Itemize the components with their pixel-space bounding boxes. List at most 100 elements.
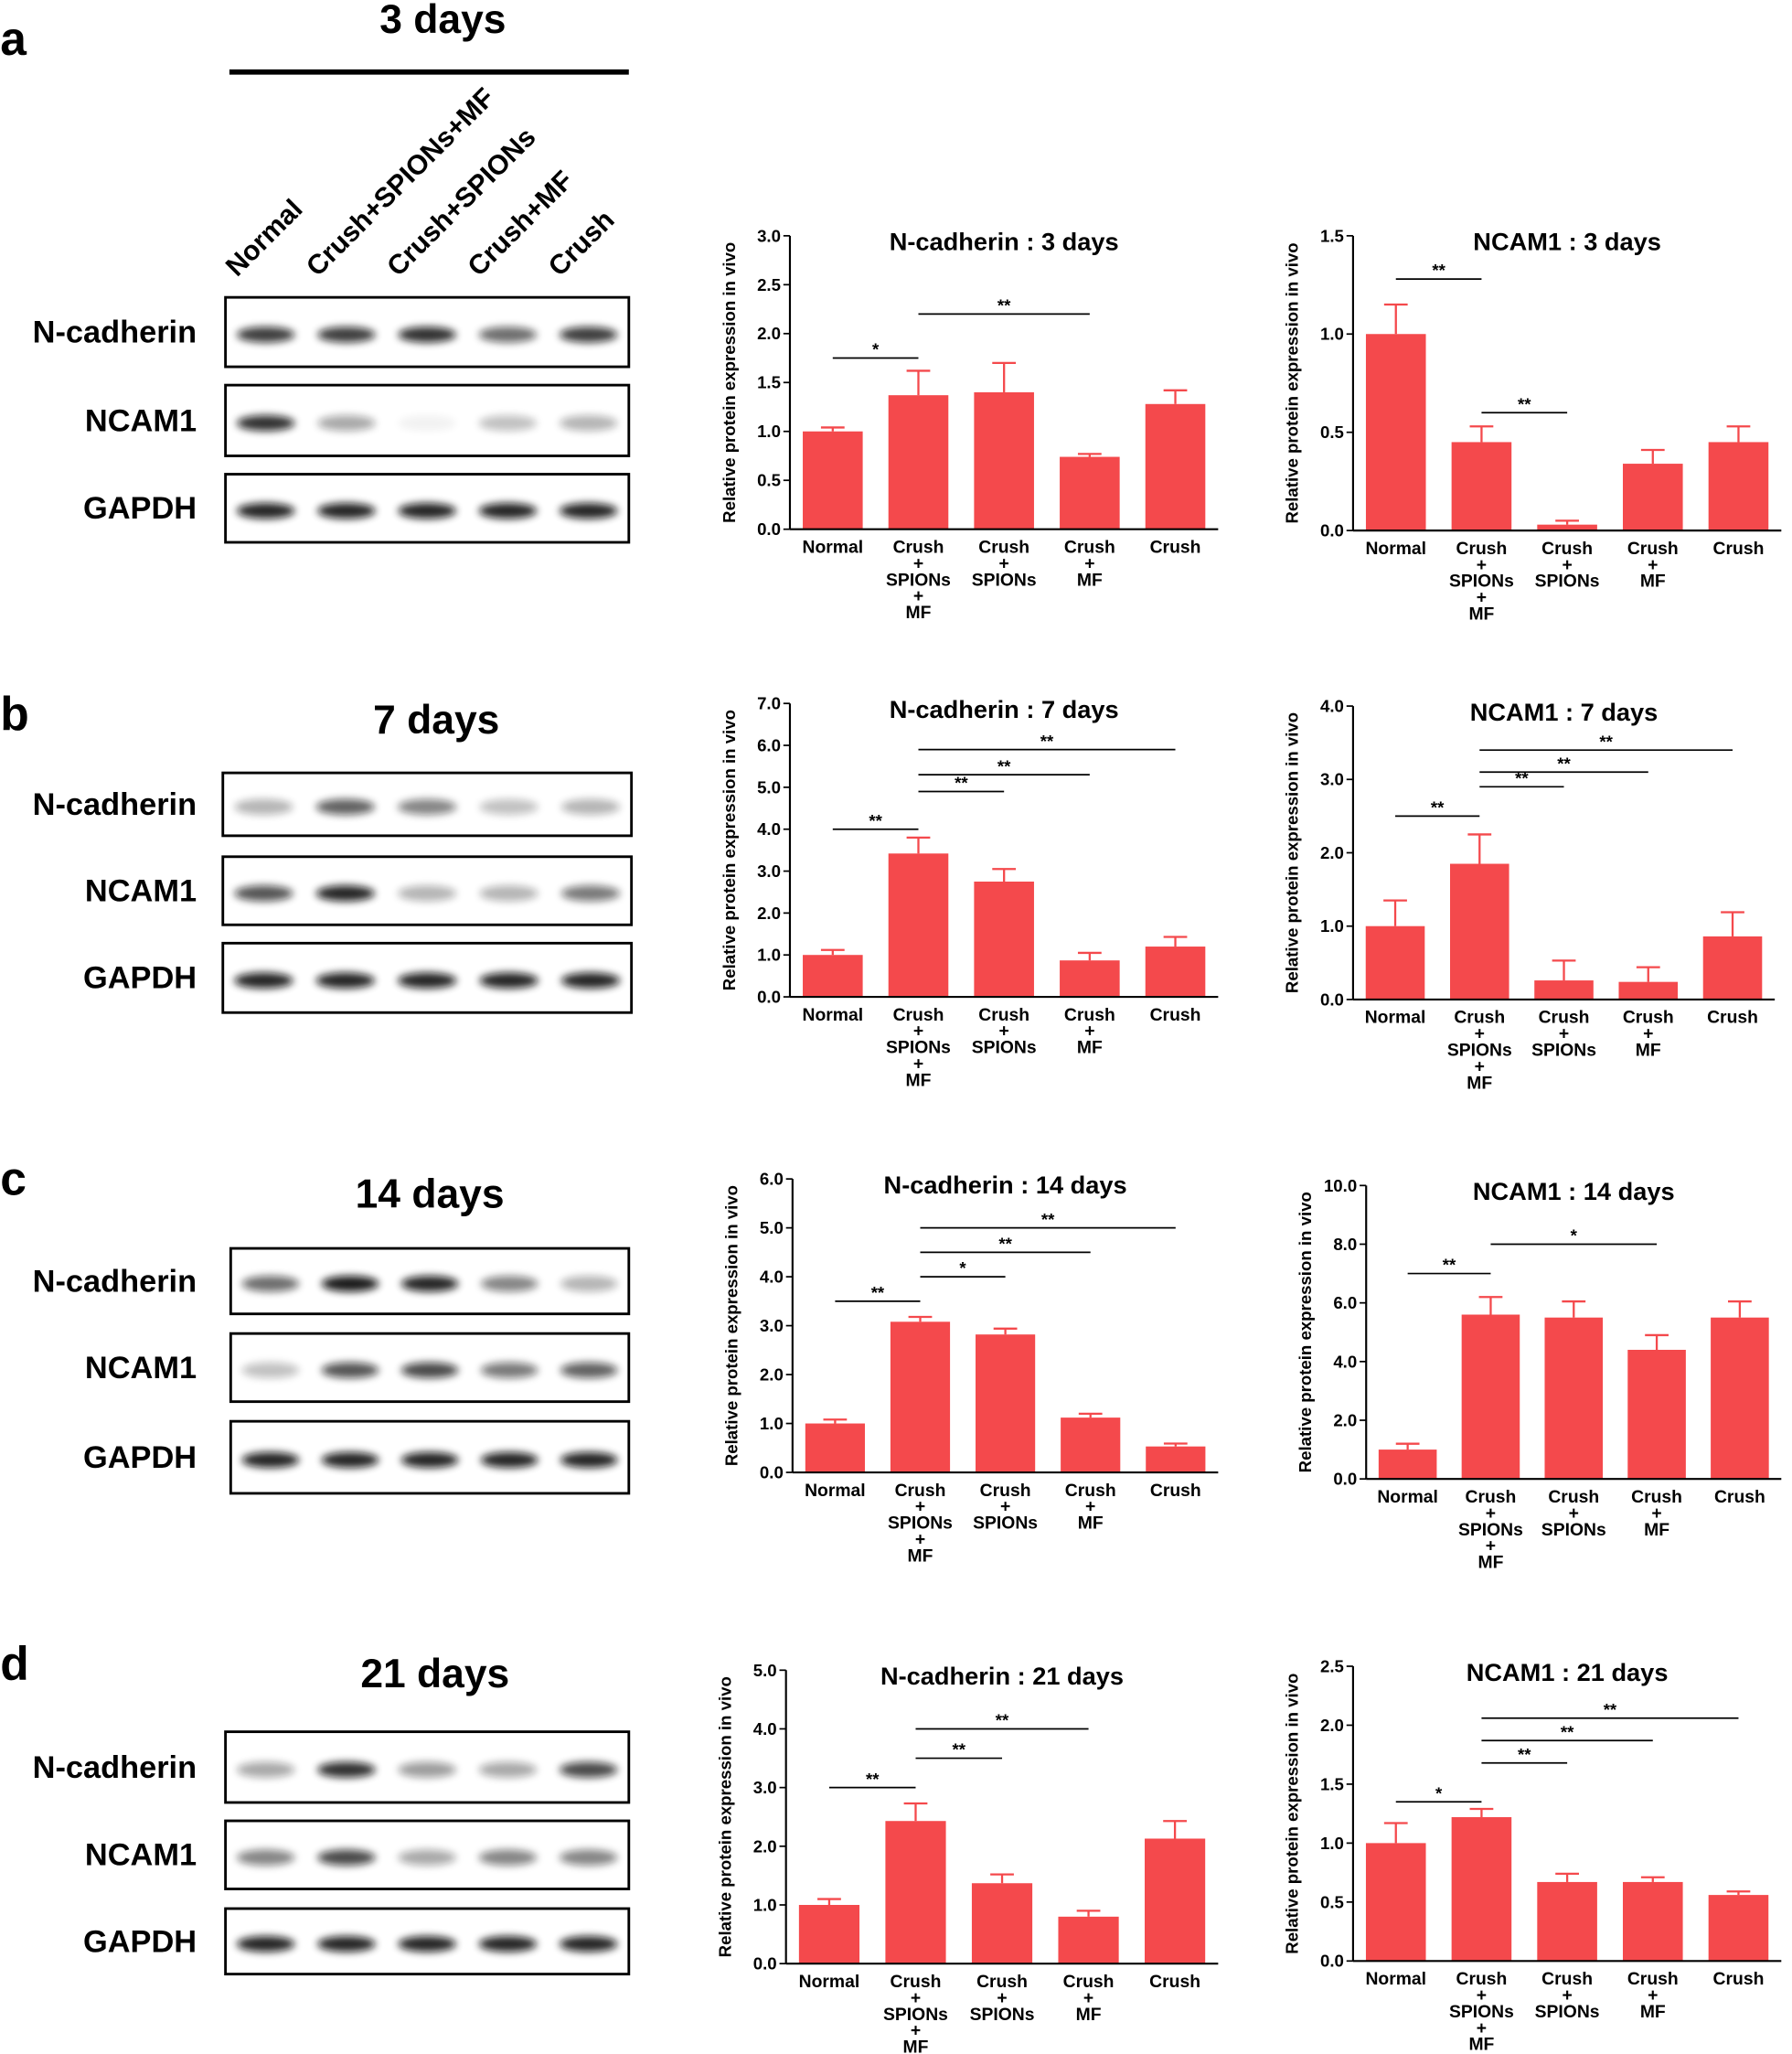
- x-tick-label: Crush + MF: [1065, 1482, 1116, 1534]
- blot-band: [236, 1936, 295, 1952]
- blot-band: [478, 503, 538, 519]
- x-tick-label: Crush: [1149, 1973, 1200, 1992]
- chart-title: N-cadherin : 7 days: [890, 695, 1119, 723]
- blot-title: 21 days: [360, 1652, 509, 1696]
- bar: [1145, 403, 1206, 530]
- blot-band: [478, 1849, 538, 1866]
- blot-band: [560, 1276, 618, 1292]
- bar: [1060, 960, 1120, 998]
- chart-title: NCAM1 : 14 days: [1473, 1177, 1675, 1205]
- x-tick-label: Crush + MF: [1631, 1488, 1682, 1540]
- error-bar: [817, 1898, 841, 1905]
- blot-band: [398, 1849, 456, 1866]
- bar: [1622, 464, 1683, 531]
- x-tick-label: Crush: [1707, 1009, 1758, 1028]
- x-tick-label: Crush + SPIONs: [972, 538, 1037, 590]
- error-bar: [992, 361, 1017, 392]
- x-tick-label: Crush + MF: [1627, 1970, 1679, 2022]
- significance-label: *: [1435, 1783, 1443, 1803]
- significance-label: **: [997, 296, 1011, 316]
- y-tick-label: 0.0: [1320, 1952, 1344, 1971]
- significance-label: **: [996, 1711, 1009, 1730]
- significance-label: **: [869, 811, 882, 830]
- x-tick-label: Crush + SPIONs: [973, 1482, 1038, 1534]
- bar: [888, 395, 949, 530]
- error-bar: [1163, 389, 1188, 404]
- error-bar: [1077, 453, 1102, 457]
- significance-label: **: [953, 1740, 966, 1760]
- blot-band: [317, 503, 376, 519]
- blot-band: [398, 1936, 456, 1952]
- x-tick-label: Crush + MF: [1627, 540, 1679, 592]
- protein-label: NCAM1: [85, 403, 197, 438]
- significance-label: **: [1518, 394, 1531, 413]
- significance-label: *: [1571, 1226, 1578, 1246]
- x-tick-label: Crush + SPIONs + MF: [886, 1006, 951, 1091]
- error-bar: [1555, 1872, 1579, 1882]
- chart-title: NCAM1 : 21 days: [1467, 1658, 1669, 1686]
- significance-label: **: [866, 1770, 880, 1789]
- error-bar: [1555, 519, 1579, 525]
- blot-band: [559, 415, 618, 432]
- blot-band: [398, 503, 456, 519]
- significance-label: **: [998, 1235, 1012, 1254]
- y-tick-label: 4.0: [753, 1719, 777, 1738]
- bar: [1061, 1417, 1121, 1473]
- bar: [1449, 863, 1509, 1000]
- blot-band: [236, 1849, 295, 1866]
- blot-title: 14 days: [356, 1172, 505, 1217]
- significance-label: *: [959, 1258, 966, 1278]
- y-tick-label: 1.0: [1320, 1834, 1344, 1853]
- bar: [1461, 1314, 1520, 1480]
- lane-label: Crush: [543, 205, 621, 283]
- y-axis-label: Relative protein expression in vivo: [1283, 242, 1302, 523]
- error-bar: [1552, 959, 1576, 981]
- blot-title: 7 days: [373, 698, 499, 743]
- significance-label: **: [1431, 798, 1445, 818]
- significance-label: **: [1561, 1722, 1574, 1741]
- significance-label: **: [1557, 754, 1571, 773]
- y-tick-label: 0.0: [757, 988, 781, 1007]
- blot-band: [559, 1936, 618, 1952]
- blot-band: [321, 1362, 379, 1378]
- x-tick-label: Crush: [1713, 540, 1765, 559]
- significance-label: **: [997, 756, 1011, 776]
- panel-letter: a: [0, 12, 27, 65]
- blot-band: [560, 1451, 618, 1469]
- bar: [1146, 1446, 1206, 1473]
- y-tick-label: 2.0: [1320, 843, 1344, 862]
- error-bar: [820, 426, 845, 432]
- x-tick-label: Crush + SPIONs + MF: [1447, 1009, 1512, 1094]
- y-axis-label: Relative protein expression in vivo: [1283, 1674, 1302, 1954]
- blot-band: [479, 885, 539, 902]
- blot-band: [317, 1936, 376, 1952]
- blot-band: [398, 1761, 456, 1778]
- y-tick-label: 5.0: [753, 1661, 777, 1680]
- blot-band: [478, 415, 538, 432]
- x-tick-label: Crush + MF: [1063, 1973, 1115, 2025]
- blot-band: [234, 885, 293, 902]
- y-tick-label: 0.0: [753, 1954, 777, 1974]
- bar: [1378, 1450, 1437, 1480]
- bar: [1451, 442, 1512, 531]
- protein-label: NCAM1: [85, 1838, 197, 1873]
- error-bar: [1163, 1442, 1188, 1447]
- y-tick-label: 2.5: [1320, 1656, 1344, 1675]
- x-tick-label: Crush + SPIONs + MF: [883, 1973, 948, 2054]
- blot-band: [400, 1362, 459, 1378]
- error-bar: [1383, 1822, 1408, 1844]
- x-tick-label: Normal: [803, 1006, 864, 1025]
- y-tick-label: 0.0: [760, 1462, 784, 1482]
- x-tick-label: Crush + MF: [1064, 538, 1115, 590]
- error-bar: [1469, 425, 1494, 443]
- blot-band: [400, 1276, 459, 1292]
- y-tick-label: 1.5: [1320, 1774, 1344, 1793]
- significance-label: **: [1518, 1745, 1531, 1764]
- error-bar: [1562, 1300, 1586, 1318]
- y-tick-label: 3.0: [757, 226, 781, 245]
- y-tick-label: 0.5: [757, 471, 781, 490]
- bar: [890, 1321, 951, 1473]
- y-axis-label: Relative protein expression in vivo: [1296, 1192, 1315, 1472]
- error-bar: [1077, 951, 1102, 961]
